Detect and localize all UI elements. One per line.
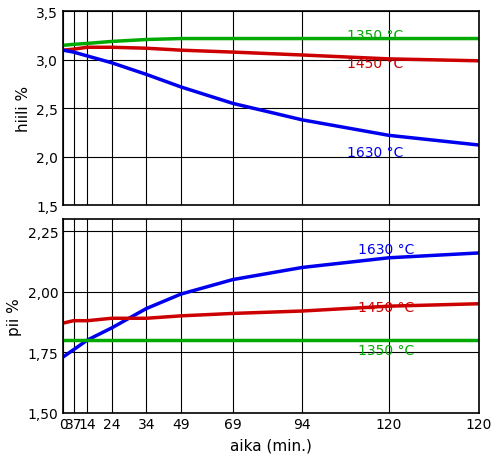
Text: 1450 °C: 1450 °C [347,57,404,71]
Y-axis label: hiili %: hiili % [15,86,31,132]
Text: 1350 °C: 1350 °C [358,343,414,357]
Text: 1630 °C: 1630 °C [358,243,414,257]
X-axis label: aika (min.): aika (min.) [230,437,312,452]
Text: 1450 °C: 1450 °C [358,301,414,315]
Y-axis label: pii %: pii % [7,297,22,335]
Text: 1630 °C: 1630 °C [347,146,404,159]
Text: 1350 °C: 1350 °C [347,29,404,43]
